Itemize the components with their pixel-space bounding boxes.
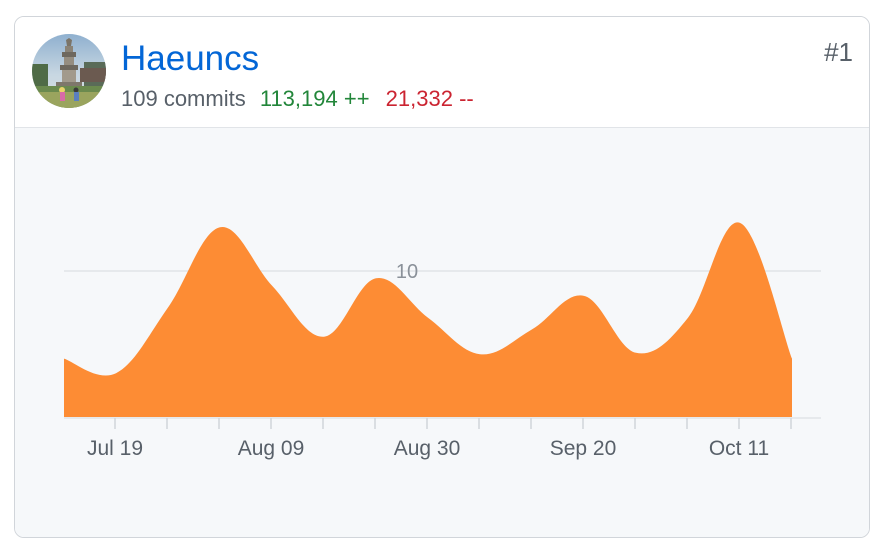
rank-badge: #1 [824,37,853,67]
card-header: Haeuncs #1 109 commits 113,194 ++ 21,332… [15,17,869,128]
username-link[interactable]: Haeuncs [121,39,260,78]
y-tick-label: 10 [396,261,418,283]
x-axis: Jul 19 Aug 09 Aug 30 Sep 20 Oct 11 [64,417,821,460]
commits-count-link[interactable]: 109 commits [121,86,246,111]
deletions-count: 21,332 -- [385,86,474,111]
contributor-card: Haeuncs #1 109 commits 113,194 ++ 21,332… [14,16,870,538]
avatar[interactable] [32,34,106,108]
x-tick-label: Aug 09 [238,437,305,460]
area-layer [64,222,792,417]
commit-area [64,222,792,417]
x-tick-label: Sep 20 [550,437,617,460]
avatar-image [32,34,106,108]
x-tick-label: Jul 19 [87,437,143,460]
additions-count: 113,194 ++ [259,86,370,111]
contribution-stats: 109 commits 113,194 ++ 21,332 -- [121,84,474,114]
x-tick-label: Oct 11 [709,437,769,460]
y-tick-labels: 10 [396,261,418,283]
commit-activity-chart: 10 Jul 19 Aug 09 Aug 30 Sep 20 Oct 11 [64,222,821,460]
x-tick-label: Aug 30 [394,437,461,460]
chart-container: 10 Jul 19 Aug 09 Aug 30 Sep 20 Oct 11 [15,128,869,537]
